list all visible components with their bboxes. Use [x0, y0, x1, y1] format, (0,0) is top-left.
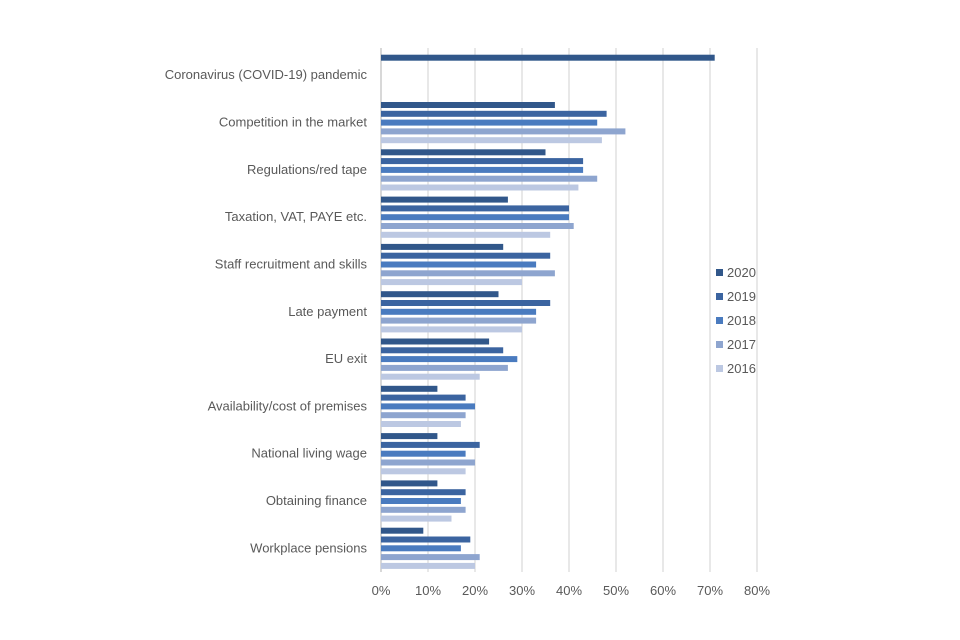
bar-2020: [381, 196, 508, 203]
legend-label: 2018: [727, 313, 756, 328]
bar-2018: [381, 545, 461, 552]
bar-2018: [381, 308, 537, 315]
bar-2018: [381, 450, 466, 457]
x-tick-label: 80%: [744, 583, 770, 598]
legend-swatch-2020: [716, 269, 723, 276]
category-label: National living wage: [251, 446, 367, 461]
bar-2020: [381, 433, 438, 440]
bar-2016: [381, 515, 452, 522]
bar-2018: [381, 356, 518, 363]
bar-2016: [381, 279, 522, 286]
bar-2018: [381, 214, 569, 221]
bar-2017: [381, 270, 555, 277]
legend-swatch-2018: [716, 317, 723, 324]
bar-2017: [381, 364, 508, 371]
legend-label: 2017: [727, 337, 756, 352]
bar-2020: [381, 102, 555, 108]
x-tick-label: 0%: [372, 583, 391, 598]
bar-2017: [381, 128, 626, 135]
bar-2016: [381, 421, 461, 427]
x-tick-label: 40%: [556, 583, 582, 598]
bar-2020: [381, 54, 715, 61]
legend-swatch-2019: [716, 293, 723, 300]
x-tick-label: 70%: [697, 583, 723, 598]
bar-2019: [381, 252, 551, 259]
bar-2019: [381, 110, 607, 117]
bar-2019: [381, 158, 584, 165]
legend-swatch-2016: [716, 365, 723, 372]
bar-2018: [381, 119, 598, 126]
bar-2018: [381, 261, 537, 268]
bar-2016: [381, 137, 602, 144]
bar-2018: [381, 166, 584, 173]
category-label: Coronavirus (COVID-19) pandemic: [165, 67, 368, 82]
bar-2017: [381, 412, 466, 419]
bar-2019: [381, 347, 504, 354]
x-tick-label: 50%: [603, 583, 629, 598]
category-label: Availability/cost of premises: [208, 398, 368, 413]
category-label: Taxation, VAT, PAYE etc.: [225, 209, 367, 224]
bar-2020: [381, 291, 499, 298]
legend-label: 2020: [727, 265, 756, 280]
legend-label: 2016: [727, 361, 756, 376]
bar-2019: [381, 441, 480, 448]
legend-label: 2019: [727, 289, 756, 304]
x-tick-label: 10%: [415, 583, 441, 598]
bar-2016: [381, 468, 466, 475]
bar-2017: [381, 554, 480, 561]
legend-swatch-2017: [716, 341, 723, 348]
bar-2020: [381, 385, 438, 392]
bar-2018: [381, 403, 475, 410]
bar-2020: [381, 149, 546, 156]
category-label: Competition in the market: [219, 115, 368, 130]
bar-2017: [381, 506, 466, 513]
bar-2020: [381, 243, 504, 250]
category-label: Obtaining finance: [266, 493, 367, 508]
bar-2016: [381, 373, 480, 380]
bar-2019: [381, 394, 466, 401]
bar-2019: [381, 300, 551, 306]
bar-2016: [381, 184, 579, 191]
x-tick-label: 30%: [509, 583, 535, 598]
bar-2016: [381, 231, 551, 238]
bar-2019: [381, 489, 466, 496]
bar-2017: [381, 223, 574, 229]
category-label: EU exit: [325, 351, 367, 366]
category-label: Staff recruitment and skills: [215, 257, 368, 272]
bar-2018: [381, 498, 461, 504]
bar-2019: [381, 205, 569, 212]
bar-2016: [381, 562, 475, 569]
bar-2020: [381, 338, 490, 345]
bar-2019: [381, 536, 471, 543]
bar-2016: [381, 326, 522, 333]
bar-2017: [381, 317, 537, 324]
x-tick-label: 20%: [462, 583, 488, 598]
bar-2020: [381, 480, 438, 487]
bar-2020: [381, 527, 424, 534]
category-label: Late payment: [288, 304, 367, 319]
category-label: Regulations/red tape: [247, 162, 367, 177]
x-tick-label: 60%: [650, 583, 676, 598]
bar-2017: [381, 459, 475, 466]
category-label: Workplace pensions: [250, 540, 367, 555]
bar-2017: [381, 175, 598, 182]
